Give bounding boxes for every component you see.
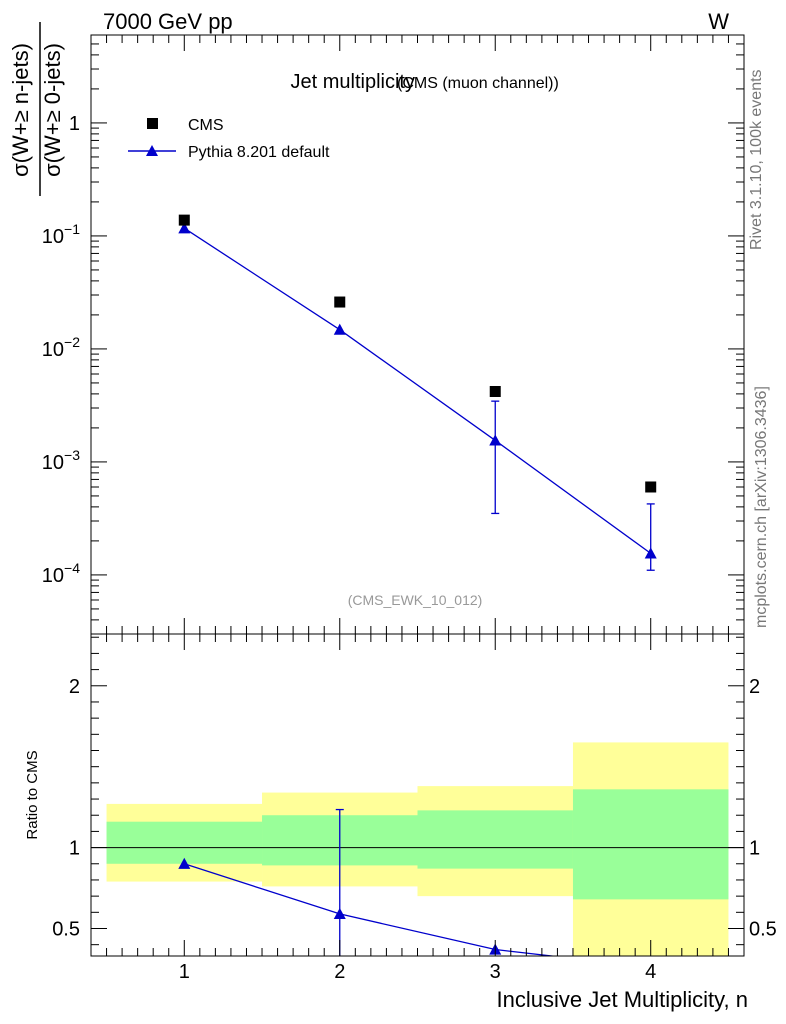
main-ytick-label: 1 <box>69 113 80 135</box>
cms-point <box>645 481 657 493</box>
ratio-ticks <box>91 634 744 956</box>
ratio-ylabel: Ratio to CMS <box>24 750 41 839</box>
pythia-point <box>644 547 657 559</box>
ratio-ytick-label-right: 1 <box>749 838 760 860</box>
ratio-frame <box>90 633 745 957</box>
legend: CMS Pythia 8.201 default <box>128 117 330 161</box>
chart-subtitle: (CMS (muon channel)) <box>397 75 559 92</box>
cms-point <box>489 385 501 397</box>
xtick-label: 2 <box>334 961 345 983</box>
ratio-ytick-label-left: 1 <box>69 838 80 860</box>
ratio-band-inner <box>106 821 263 864</box>
ratio-ytick-label-right: 2 <box>749 676 760 698</box>
pythia-line <box>183 227 652 554</box>
ratio-pythia-point <box>178 857 191 869</box>
mcplots-note: mcplots.cern.ch [arXiv:1306.3436] <box>753 386 770 628</box>
ratio-ytick-label-left: 0.5 <box>52 918 80 940</box>
rivet-note: Rivet 3.1.10, 100k events <box>748 69 765 250</box>
pythia-point <box>178 222 191 234</box>
ratio-pythia-point <box>333 907 346 920</box>
main-ylabel-denominator: σ(W+≥ 0-jets) <box>40 43 65 177</box>
main-ticks <box>91 34 744 635</box>
process-label: W <box>708 9 729 34</box>
main-ytick-label: 10−3 <box>42 447 80 474</box>
main-marks <box>178 214 657 571</box>
pythia-point <box>489 434 502 446</box>
ratio-ytick-label-right: 0.5 <box>749 918 777 940</box>
chart-title: Jet multiplicity <box>291 71 415 93</box>
legend-marker-cms <box>147 118 158 129</box>
ratio-bands <box>106 742 729 956</box>
legend-label-pythia: Pythia 8.201 default <box>188 144 330 161</box>
ratio-panel: 0.5 0.5 1 1 2 2 1 2 3 4 Ratio to CMS Inclusive Je… <box>24 633 777 1012</box>
cms-point <box>178 214 190 226</box>
xtick-label: 3 <box>490 961 501 983</box>
ratio-band-inner <box>572 789 729 900</box>
cms-point <box>334 296 346 308</box>
main-tick-labels: 10−4 10−3 10−2 10−1 1 <box>42 113 80 587</box>
pythia-point <box>333 323 346 335</box>
main-panel: Jet multiplicity (CMS (muon channel)) σ(… <box>8 22 745 635</box>
ratio-band-inner <box>417 810 573 869</box>
analysis-annotation: (CMS_EWK_10_012) <box>348 592 483 608</box>
main-ytick-label: 10−4 <box>42 560 80 587</box>
xtick-label: 1 <box>179 961 190 983</box>
legend-label-cms: CMS <box>188 117 224 134</box>
energy-label: 7000 GeV pp <box>103 9 233 34</box>
legend-marker-pythia <box>146 145 158 156</box>
xlabel: Inclusive Jet Multiplicity, n <box>497 987 748 1012</box>
main-ytick-label: 10−1 <box>42 221 80 248</box>
ratio-tick-labels: 0.5 0.5 1 1 2 2 1 2 3 4 <box>52 676 777 983</box>
ratio-pythia-line <box>184 863 558 956</box>
main-ytick-label: 10−2 <box>42 334 80 361</box>
xtick-label: 4 <box>645 961 656 983</box>
main-ylabel-numerator: σ(W+≥ n-jets) <box>8 43 33 177</box>
ratio-ytick-label-left: 2 <box>69 676 80 698</box>
